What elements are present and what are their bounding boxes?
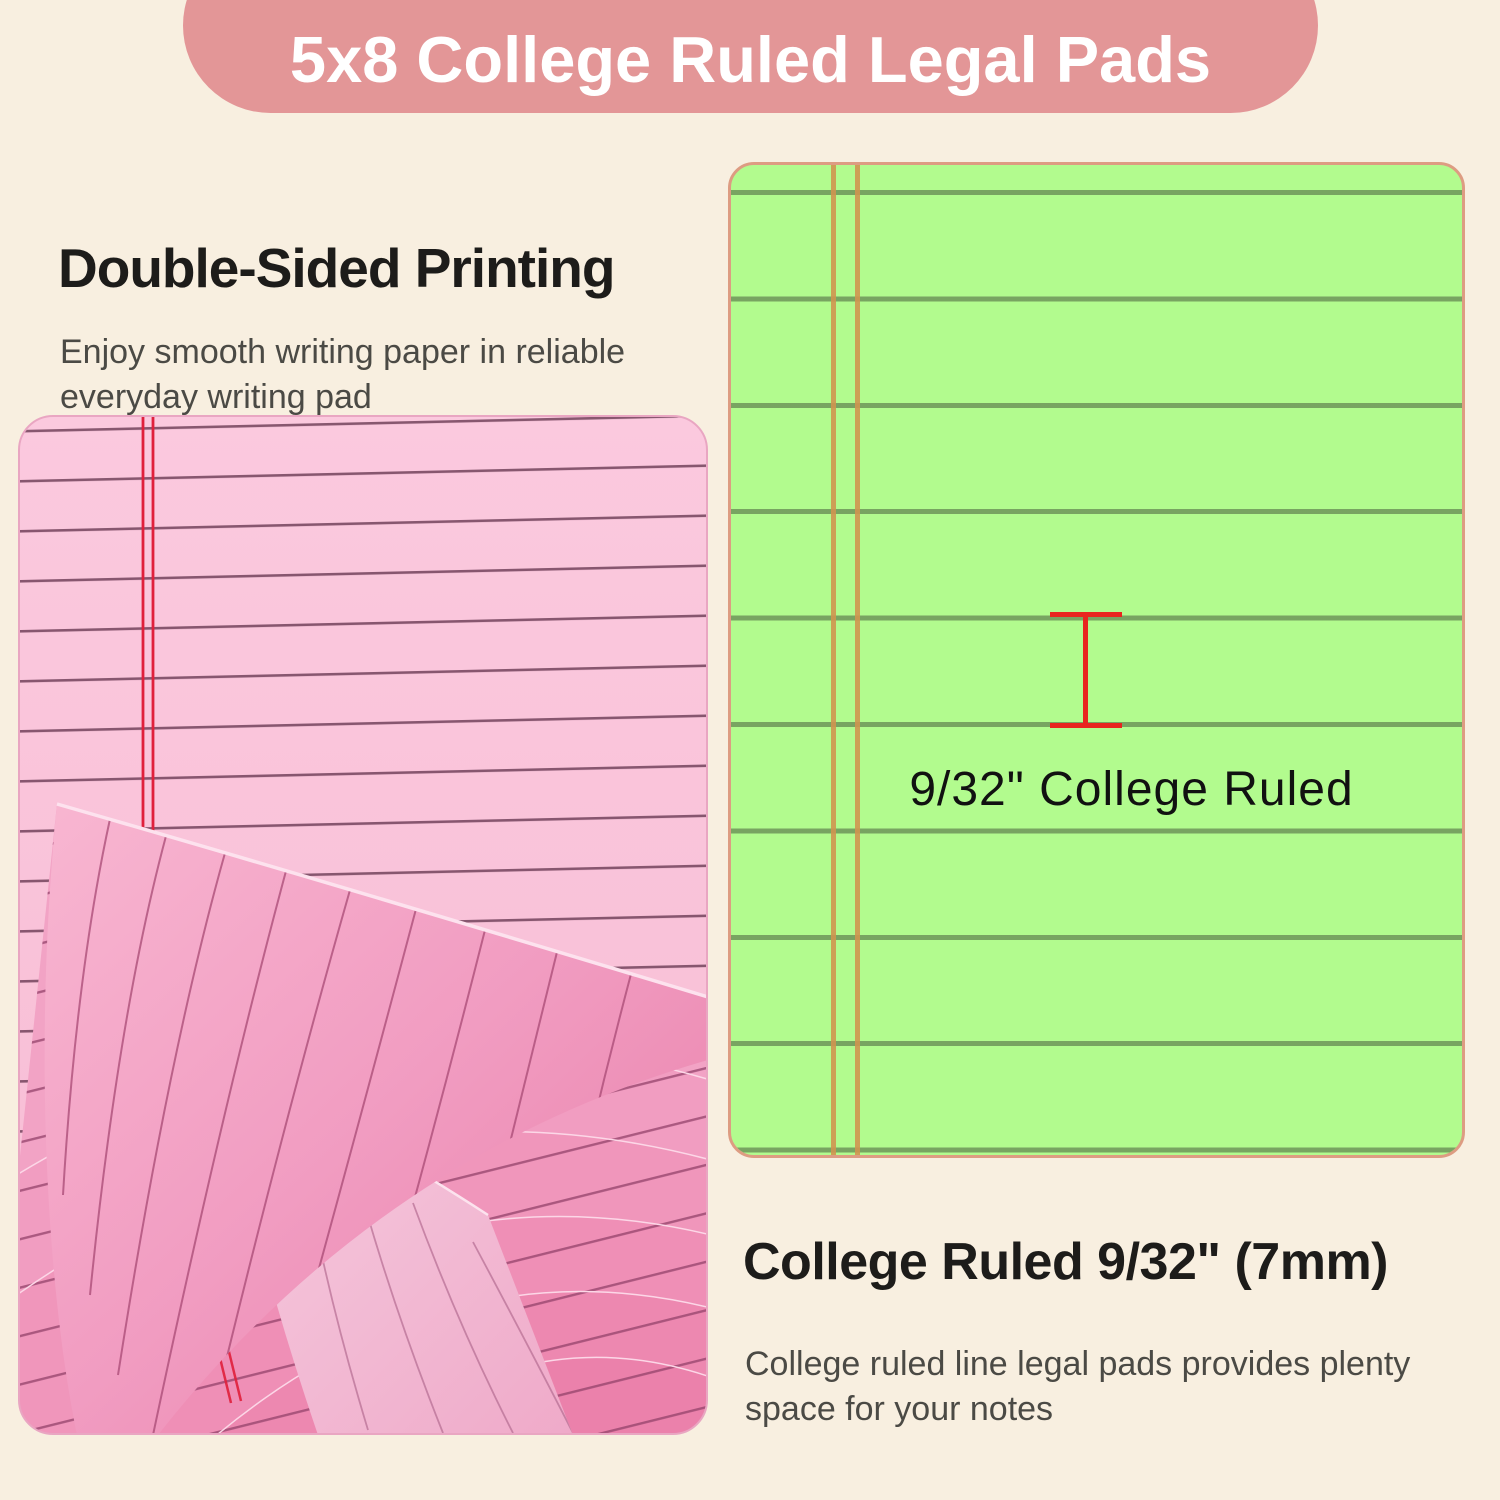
ruler-ibeam-icon — [1050, 612, 1122, 731]
ruling-size-label: 9/32" College Ruled — [909, 763, 1354, 816]
page-title: 5x8 College Ruled Legal Pads — [289, 23, 1212, 96]
double-sided-description: Enjoy smooth writing paper in reliable e… — [60, 333, 626, 416]
green-margin-line — [855, 165, 860, 1155]
pink-legal-pad-image — [18, 415, 708, 1435]
green-legal-pad-image: 9/32" College Ruled — [728, 162, 1465, 1158]
double-sided-heading: Double-Sided Printing — [58, 237, 615, 299]
title-banner: 5x8 College Ruled Legal Pads — [183, 0, 1318, 113]
pink-pad-graphic — [18, 415, 708, 1435]
college-ruled-description: College ruled line legal pads provides p… — [745, 1345, 1411, 1428]
green-margin-line — [831, 165, 836, 1155]
college-ruled-heading: College Ruled 9/32" (7mm) — [743, 1233, 1389, 1291]
green-ruled-lines — [731, 190, 1462, 1155]
